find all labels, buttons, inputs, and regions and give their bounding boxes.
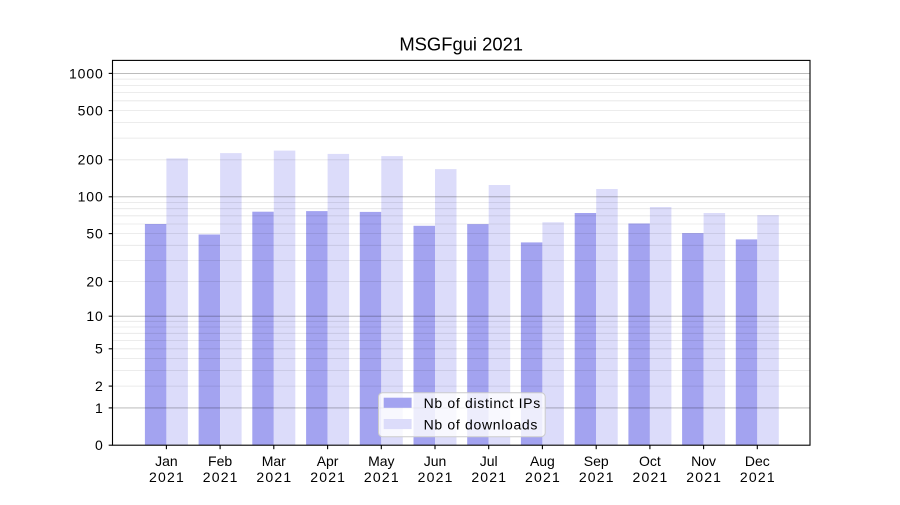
svg-text:Sep: Sep bbox=[584, 453, 609, 469]
svg-text:Nb of distinct IPs: Nb of distinct IPs bbox=[424, 395, 541, 411]
svg-text:2: 2 bbox=[95, 378, 104, 394]
svg-text:2021: 2021 bbox=[256, 469, 292, 485]
svg-text:Feb: Feb bbox=[208, 453, 232, 469]
svg-text:Aug: Aug bbox=[530, 453, 555, 469]
svg-text:MSGFgui 2021: MSGFgui 2021 bbox=[399, 34, 523, 55]
svg-text:2021: 2021 bbox=[525, 469, 561, 485]
svg-text:2021: 2021 bbox=[149, 469, 185, 485]
svg-text:500: 500 bbox=[78, 103, 104, 119]
svg-text:0: 0 bbox=[95, 437, 104, 453]
svg-text:2021: 2021 bbox=[686, 469, 722, 485]
svg-text:10: 10 bbox=[86, 308, 103, 324]
svg-text:2021: 2021 bbox=[579, 469, 615, 485]
svg-text:Nb of downloads: Nb of downloads bbox=[424, 417, 538, 433]
svg-text:Oct: Oct bbox=[639, 453, 661, 469]
svg-text:Mar: Mar bbox=[262, 453, 286, 469]
svg-text:Nov: Nov bbox=[691, 453, 716, 469]
svg-text:5: 5 bbox=[95, 341, 104, 357]
svg-text:20: 20 bbox=[86, 273, 103, 289]
svg-text:200: 200 bbox=[78, 152, 104, 168]
svg-text:2021: 2021 bbox=[418, 469, 454, 485]
svg-text:2021: 2021 bbox=[310, 469, 346, 485]
svg-text:1000: 1000 bbox=[69, 65, 104, 81]
svg-text:Apr: Apr bbox=[317, 453, 339, 469]
svg-text:2021: 2021 bbox=[471, 469, 507, 485]
svg-text:2021: 2021 bbox=[740, 469, 776, 485]
svg-text:2021: 2021 bbox=[364, 469, 400, 485]
svg-text:Dec: Dec bbox=[745, 453, 770, 469]
svg-text:Jan: Jan bbox=[155, 453, 178, 469]
svg-text:50: 50 bbox=[86, 226, 103, 242]
svg-text:100: 100 bbox=[78, 189, 104, 205]
svg-text:2021: 2021 bbox=[203, 469, 239, 485]
svg-text:Jun: Jun bbox=[424, 453, 447, 469]
svg-text:1: 1 bbox=[95, 400, 104, 416]
svg-text:May: May bbox=[368, 453, 394, 469]
svg-text:Jul: Jul bbox=[480, 453, 498, 469]
svg-text:2021: 2021 bbox=[633, 469, 669, 485]
